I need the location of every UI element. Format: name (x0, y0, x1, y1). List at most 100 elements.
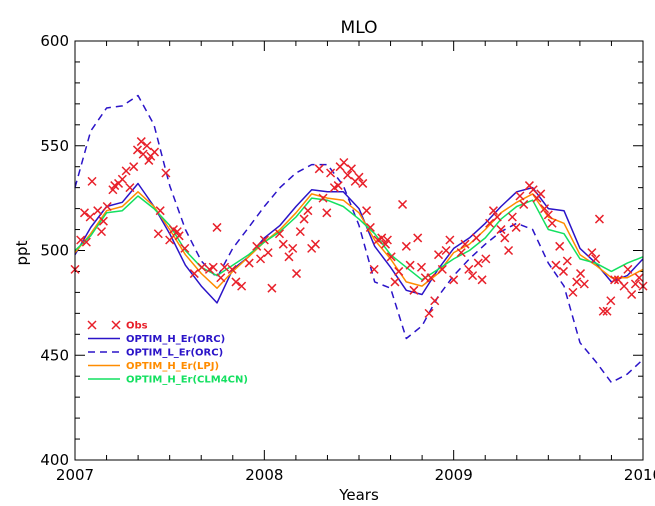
legend-label: OPTIM_H_Er(CLM4CN) (126, 375, 248, 386)
x-tick-label: 2007 (56, 466, 94, 484)
obs-point (174, 231, 184, 241)
obs-point (405, 260, 415, 270)
obs-point (216, 273, 226, 283)
obs-point (212, 222, 222, 232)
obs-point (460, 239, 470, 249)
obs-point (76, 235, 86, 245)
obs-point (594, 214, 604, 224)
obs-point (477, 275, 487, 285)
obs-point (256, 254, 266, 264)
obs-point (606, 296, 616, 306)
legend-item: OPTIM_H_Er(CLM4CN) (88, 375, 248, 386)
obs-point (132, 145, 143, 155)
obs-point (365, 222, 375, 232)
obs-point (433, 250, 444, 260)
obs-point (401, 241, 411, 251)
obs-point (189, 269, 199, 279)
obs-point (314, 164, 324, 174)
obs-point (299, 214, 309, 224)
obs-point (424, 308, 434, 318)
obs-point (562, 256, 572, 266)
obs-point (449, 275, 459, 285)
obs-point (437, 264, 447, 274)
legend-item: Obs (87, 320, 148, 332)
obs-point (568, 287, 578, 297)
obs-point (464, 264, 474, 274)
plot-frame (74, 40, 644, 461)
legend-label: OPTIM_H_Er(ORC) (126, 334, 225, 345)
obs-point (507, 212, 517, 222)
obs-point (504, 245, 514, 256)
obs-point (468, 271, 478, 281)
obs-point (117, 174, 127, 184)
legend-label: OPTIM_H_Er(LPJ) (126, 361, 219, 372)
obs-point (500, 233, 510, 243)
obs-point (208, 262, 218, 272)
obs-point (572, 277, 582, 287)
obs-point (310, 239, 320, 249)
obs-point (161, 168, 171, 178)
obs-point (180, 243, 190, 253)
obs-point (252, 241, 262, 251)
obs-point (197, 262, 207, 272)
obs-point (441, 245, 451, 256)
obs-point (386, 252, 396, 262)
obs-point (547, 218, 557, 228)
x-tick-label: 2009 (435, 466, 473, 484)
obs-point (511, 222, 521, 232)
obs-point (598, 306, 608, 316)
obs-point (303, 206, 313, 216)
obs-point (274, 229, 285, 239)
obs-point (354, 172, 364, 182)
obs-markers (70, 137, 648, 318)
obs-point (473, 258, 483, 268)
obs-point (543, 210, 553, 220)
obs-point (237, 281, 247, 291)
obs-point (278, 239, 288, 249)
obs-point (481, 254, 491, 264)
obs-point (610, 275, 620, 285)
obs-point (540, 204, 550, 214)
obs-point (85, 212, 95, 222)
x-axis-label: Years (338, 486, 379, 504)
y-tick-label: 450 (40, 346, 69, 364)
obs-point (318, 193, 328, 203)
obs-point (471, 233, 481, 243)
obs-point (555, 241, 565, 251)
obs-point (87, 176, 97, 186)
chart-title: MLO (341, 18, 378, 38)
obs-point (129, 162, 139, 172)
series-line-2 (74, 94, 644, 384)
obs-point (165, 235, 175, 245)
obs-point (445, 235, 455, 245)
legend-marker (87, 320, 97, 330)
obs-point (496, 225, 506, 235)
axis-ticks (74, 40, 644, 461)
obs-point (244, 258, 254, 268)
obs-point (623, 264, 633, 274)
obs-point (149, 147, 160, 157)
obs-point (136, 137, 146, 147)
obs-point (326, 168, 336, 178)
obs-point (284, 252, 294, 262)
obs-point (220, 262, 230, 272)
obs-point (362, 206, 372, 216)
obs-point (627, 289, 637, 300)
obs-point (93, 206, 103, 216)
legend-label: OPTIM_L_Er(ORC) (126, 348, 223, 359)
legend: Obs OPTIM_H_Er(ORC) OPTIM_L_Er(ORC) OPTIM_H… (87, 320, 248, 386)
obs-point (558, 266, 569, 276)
obs-point (259, 235, 269, 245)
obs-point (519, 199, 529, 209)
obs-point (430, 296, 440, 306)
legend-label: Obs (126, 321, 148, 332)
legend-item: OPTIM_L_Er(ORC) (88, 348, 223, 359)
legend-item: OPTIM_H_Er(LPJ) (88, 361, 219, 372)
obs-point (343, 170, 353, 180)
obs-point (488, 206, 498, 216)
obs-point (551, 260, 561, 270)
obs-point (79, 208, 89, 218)
x-tick-label: 2010 (624, 466, 655, 484)
obs-point (398, 199, 408, 209)
